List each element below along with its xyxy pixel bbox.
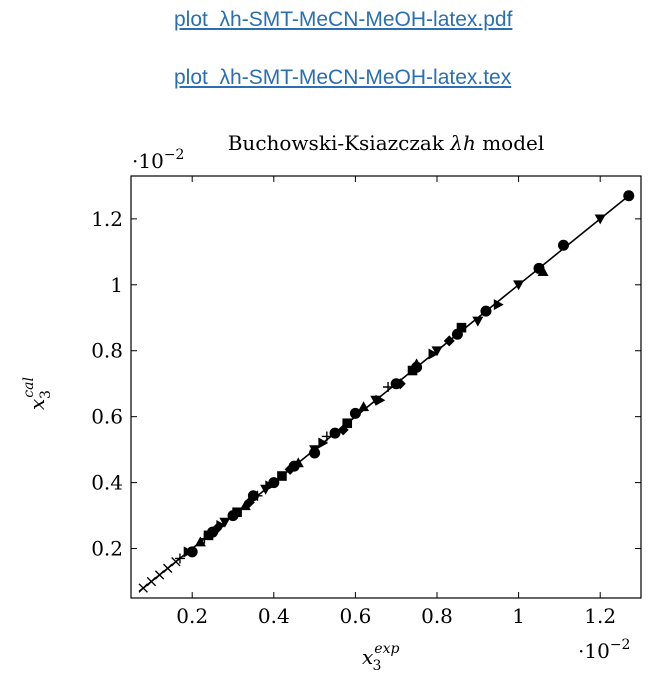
- plus-marker: [199, 533, 210, 544]
- square-marker: [203, 530, 214, 541]
- triangle-up-marker: [239, 500, 251, 511]
- triangle-right-marker: [375, 394, 386, 406]
- cross-marker: [146, 576, 157, 587]
- square-marker: [232, 507, 242, 518]
- diamond-marker: [394, 378, 406, 390]
- plot-area-frame: [130, 175, 642, 599]
- y-tick-label: 1: [110, 273, 123, 297]
- circle-marker: [480, 305, 492, 317]
- triangle-right-marker: [183, 546, 194, 558]
- y-axis-ticks: 0.2 0.4 0.6 0.8 1 1.2: [91, 207, 641, 561]
- diamond-marker: [284, 463, 296, 475]
- y-tick-label: 1.2: [91, 207, 123, 231]
- svg-text:xcal3: xcal3: [21, 377, 54, 410]
- square-marker: [407, 365, 418, 376]
- x-tick-label: 1.2: [584, 604, 616, 628]
- triangle-up-marker: [292, 457, 304, 468]
- cross-marker: [154, 570, 165, 580]
- square-marker: [456, 322, 467, 333]
- x-tick-label: 0.4: [258, 604, 290, 628]
- y-tick-label: 0.8: [91, 339, 123, 363]
- tex-file-link[interactable]: plot_λh-SMT-MeCN-MeOH-latex.tex: [174, 66, 512, 89]
- triangle-down-marker: [219, 517, 231, 528]
- cross-marker: [171, 557, 181, 567]
- pdf-file-link[interactable]: plot_λh-SMT-MeCN-MeOH-latex.pdf: [174, 8, 513, 31]
- cross-marker: [163, 563, 173, 574]
- triangle-down-marker: [594, 214, 606, 225]
- triangle-up-marker: [194, 536, 206, 547]
- triangle-right-marker: [493, 299, 504, 311]
- x-tick-label: 0.6: [339, 604, 371, 628]
- diamond-marker: [337, 424, 349, 436]
- cross-marker: [138, 583, 148, 593]
- diamond-marker: [443, 335, 455, 347]
- triangle-down-marker: [309, 445, 321, 456]
- x-tick-label: 0.2: [176, 604, 208, 628]
- y-tick-label: 0.2: [91, 537, 123, 561]
- triangle-down-marker: [513, 280, 525, 291]
- x-tick-label: 1: [512, 604, 525, 628]
- plus-marker: [252, 490, 263, 501]
- diamond-marker: [211, 523, 223, 535]
- circle-marker: [329, 427, 341, 439]
- plus-marker: [383, 382, 394, 392]
- square-marker: [277, 471, 287, 481]
- triangle-up-marker: [537, 266, 549, 277]
- x-tick-label: 0.8: [421, 604, 453, 628]
- plus-marker: [321, 431, 332, 442]
- y-tick-label: 0.4: [91, 471, 123, 495]
- circle-marker: [349, 407, 361, 419]
- triangle-down-marker: [472, 316, 484, 327]
- triangle-right-marker: [265, 480, 276, 492]
- triangle-up-marker: [358, 401, 370, 412]
- chart-title: Buchowski-Ksiazczak λh model: [228, 131, 545, 155]
- triangle-right-marker: [318, 437, 329, 449]
- data-markers: [138, 190, 635, 593]
- x-scale-factor: ·10−2: [578, 637, 630, 663]
- x-axis-ticks: 0.2 0.4 0.6 0.8 1 1.2: [176, 176, 616, 628]
- diamond-marker: [243, 496, 255, 508]
- y-tick-label: 0.6: [91, 405, 123, 429]
- triangle-down-marker: [431, 346, 443, 357]
- y-axis-label: xcal3: [21, 377, 54, 410]
- circle-marker: [557, 239, 569, 251]
- circle-marker: [623, 190, 635, 202]
- square-marker: [342, 418, 353, 429]
- triangle-right-marker: [428, 348, 439, 360]
- y-scale-factor: ·10−2: [132, 147, 184, 173]
- x-axis-label: xexp 3: [362, 641, 399, 674]
